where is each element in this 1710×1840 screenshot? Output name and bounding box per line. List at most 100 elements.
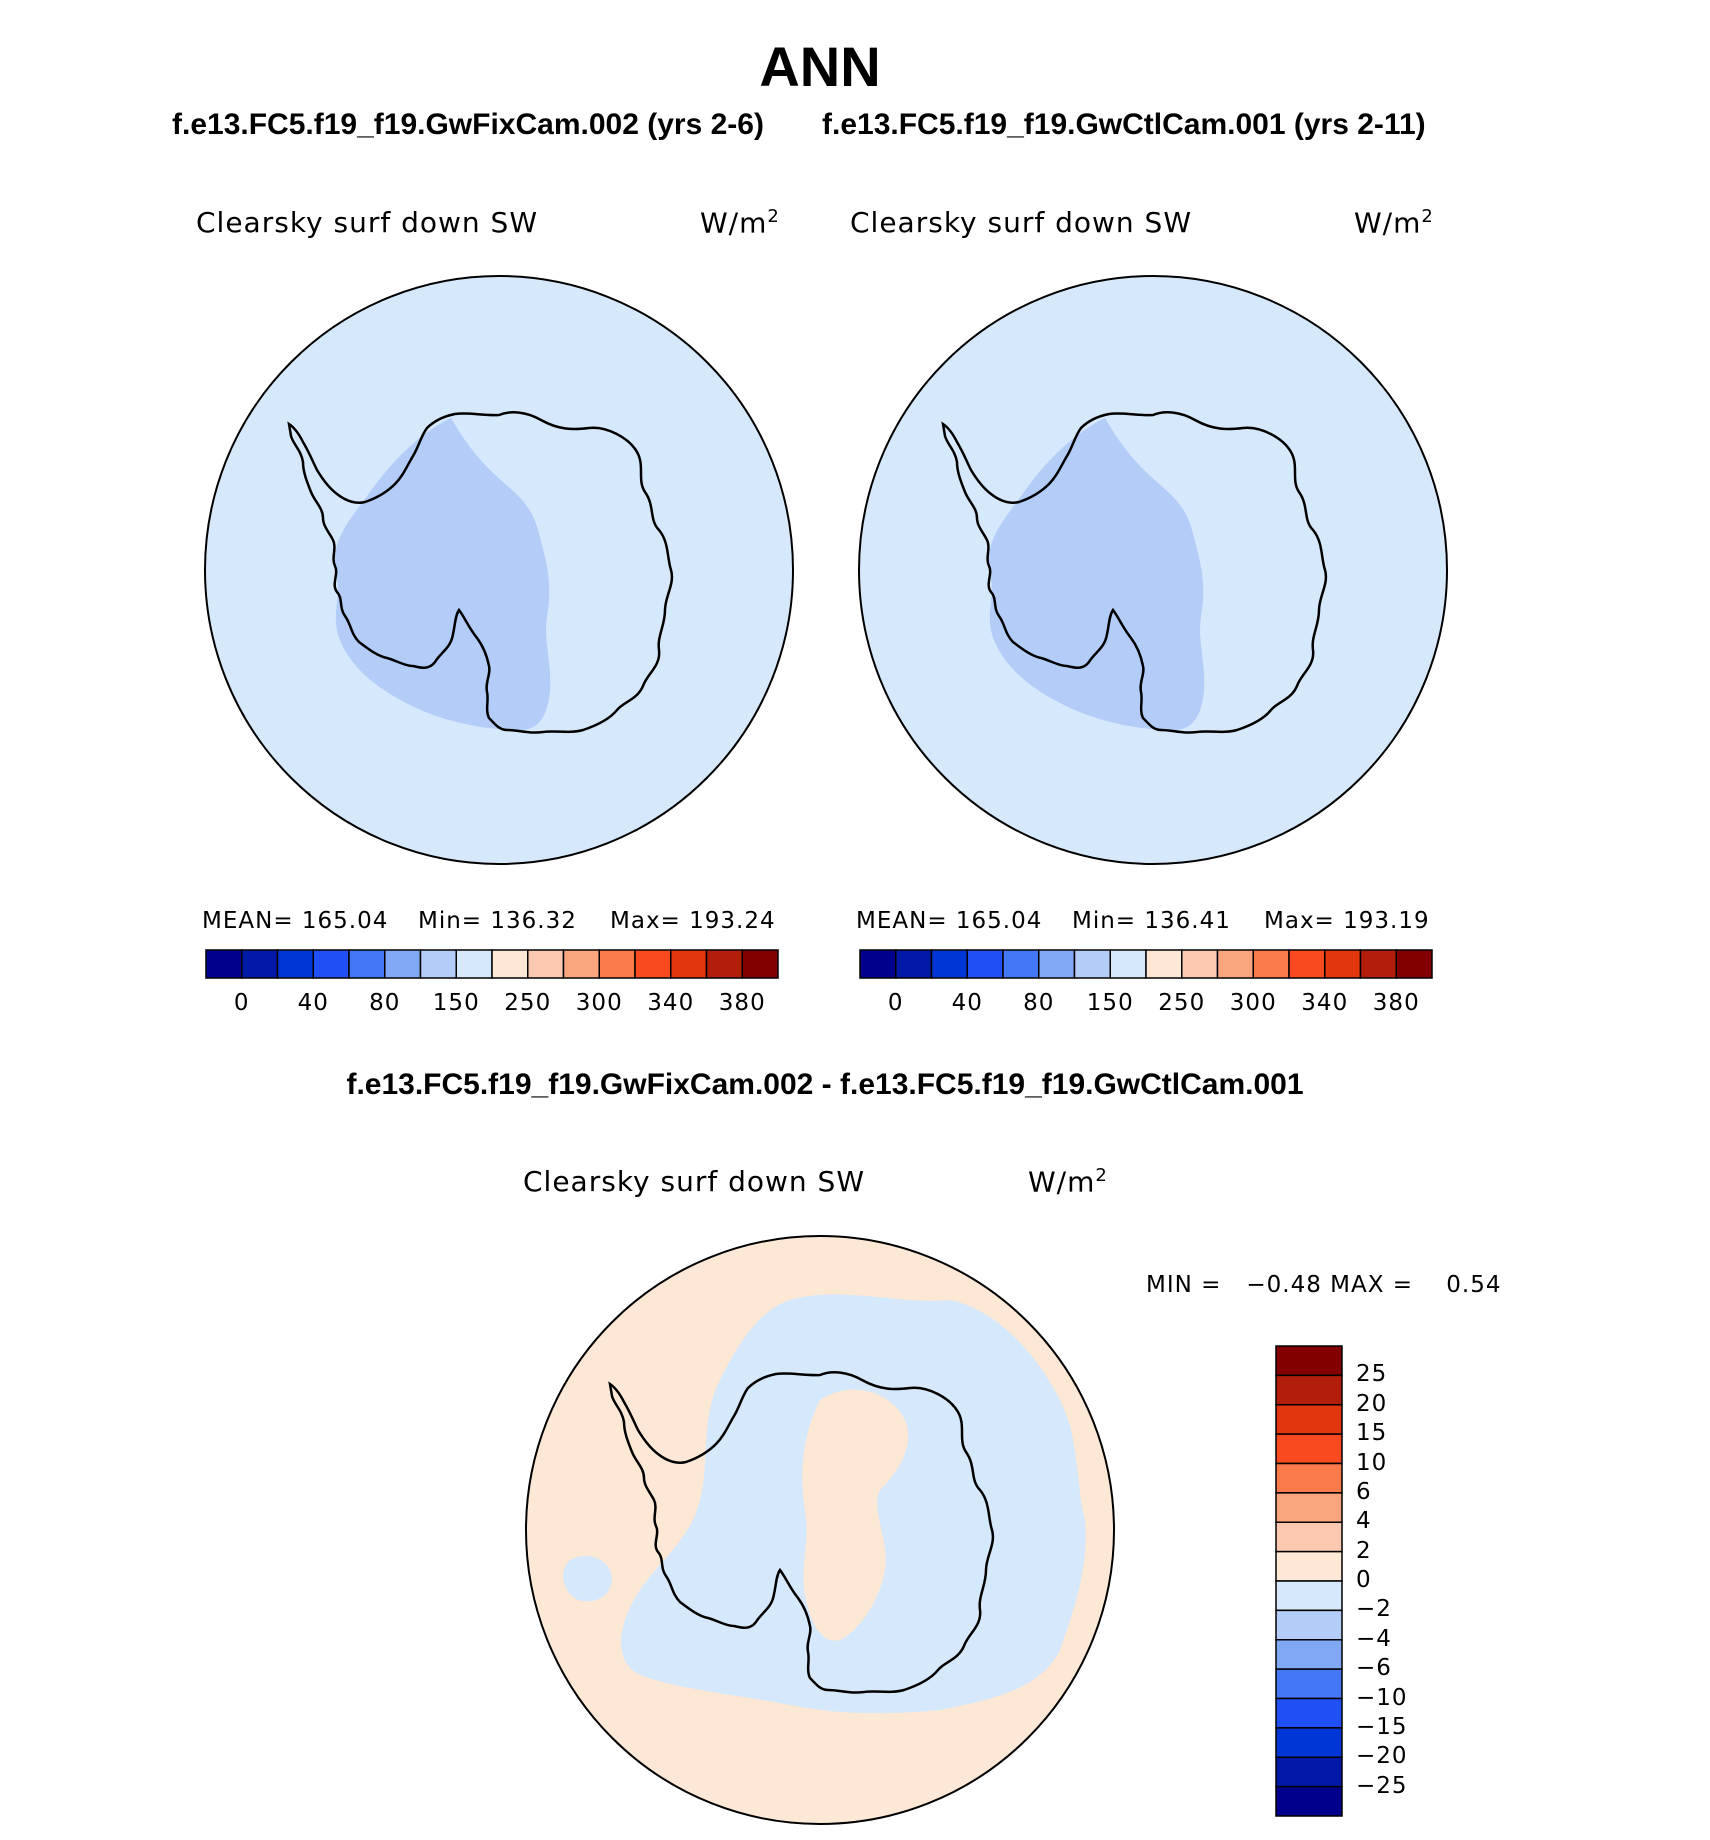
left-colorbar-cell	[419, 949, 457, 979]
right-colorbar-tick: 150	[1086, 990, 1134, 1016]
right-colorbar-tick: 300	[1229, 990, 1277, 1016]
right-colorbar-cell	[859, 949, 897, 979]
diff-title: f.e13.FC5.f19_f19.GwFixCam.002 - f.e13.F…	[346, 1068, 1304, 1101]
right-colorbar-tick: 250	[1158, 990, 1206, 1016]
diff-colorbar-cell	[1275, 1697, 1343, 1729]
left-units-base: W/m	[700, 206, 768, 240]
diff-colorbar-cell	[1275, 1609, 1343, 1641]
diff-colorbar-tick: 15	[1356, 1420, 1388, 1447]
left-colorbar-cell	[741, 949, 779, 979]
right-colorbar-cell	[1324, 949, 1362, 979]
left-colorbar-tick: 0	[233, 990, 250, 1016]
left-colorbar-tick: 80	[369, 990, 401, 1016]
diff-colorbar-cell	[1275, 1462, 1343, 1494]
diff-map-border	[525, 1235, 1115, 1825]
right-colorbar-cell	[1395, 949, 1433, 979]
right-colorbar-tick: 40	[951, 990, 983, 1016]
left-units-label: W/m2	[700, 206, 780, 239]
right-min: Min= 136.41	[1072, 908, 1231, 934]
diff-colorbar	[1275, 1345, 1343, 1817]
diff-map-west-patch	[563, 1556, 612, 1602]
left-colorbar-tick: 150	[432, 990, 480, 1016]
left-units-exp: 2	[767, 206, 780, 227]
right-units-exp: 2	[1421, 206, 1434, 227]
right-colorbar	[859, 949, 1433, 979]
diff-colorbar-cell	[1275, 1550, 1343, 1582]
left-colorbar-tick: 40	[297, 990, 329, 1016]
left-colorbar-tick: 250	[504, 990, 552, 1016]
right-mean: MEAN= 165.04	[856, 908, 1043, 934]
left-colorbar-cell	[348, 949, 386, 979]
diff-colorbar-tick: −15	[1356, 1713, 1408, 1740]
diff-colorbar-cell	[1275, 1374, 1343, 1406]
right-colorbar-cell	[1252, 949, 1290, 979]
right-colorbar-cell	[1002, 949, 1040, 979]
right-variable-label: Clearsky surf down SW	[850, 206, 1193, 239]
left-colorbar-cell	[276, 949, 314, 979]
diff-colorbar-cell	[1275, 1521, 1343, 1553]
diff-colorbar-cell	[1275, 1668, 1343, 1700]
right-colorbar-tick: 380	[1372, 990, 1420, 1016]
right-map-low-region	[988, 418, 1205, 730]
diff-colorbar-tick: 20	[1356, 1390, 1388, 1417]
left-map	[204, 275, 794, 865]
left-colorbar-cell	[562, 949, 600, 979]
right-colorbar-cell	[1216, 949, 1254, 979]
diff-colorbar-tick: −10	[1356, 1684, 1408, 1711]
diff-colorbar-cell	[1275, 1345, 1343, 1377]
left-colorbar-cell	[705, 949, 743, 979]
right-colorbar-tick: 340	[1301, 990, 1349, 1016]
diff-colorbar-tick: −6	[1356, 1655, 1392, 1682]
left-max: Max= 193.24	[610, 908, 776, 934]
left-colorbar-cell	[491, 949, 529, 979]
left-colorbar-cell	[384, 949, 422, 979]
right-colorbar-cell	[1359, 949, 1397, 979]
diff-colorbar-cell	[1275, 1639, 1343, 1670]
diff-colorbar-tick: −20	[1356, 1743, 1408, 1770]
left-map-border	[204, 275, 794, 865]
right-map	[858, 275, 1448, 865]
left-colorbar-tick: 340	[647, 990, 695, 1016]
left-colorbar-tick: 300	[575, 990, 623, 1016]
diff-colorbar-tick: −4	[1356, 1625, 1392, 1652]
diff-units-exp: 2	[1095, 1165, 1108, 1186]
left-colorbar-cell	[670, 949, 708, 979]
diff-colorbar-cell	[1275, 1580, 1343, 1612]
diff-colorbar-cell	[1275, 1727, 1343, 1758]
right-colorbar-cell	[966, 949, 1004, 979]
right-colorbar-cell	[895, 949, 933, 979]
diff-units-label: W/m2	[1028, 1165, 1108, 1198]
diff-colorbar-tick: 0	[1356, 1567, 1372, 1593]
right-case-title: f.e13.FC5.f19_f19.GwCtlCam.001 (yrs 2-11…	[822, 108, 1426, 141]
left-colorbar-cell	[634, 949, 672, 979]
diff-colorbar-tick: 4	[1356, 1508, 1372, 1535]
left-map-low-region	[334, 418, 551, 730]
diff-colorbar-cell	[1275, 1785, 1343, 1817]
left-colorbar-cell	[312, 949, 350, 979]
diff-colorbar-cell	[1275, 1492, 1343, 1523]
right-units-label: W/m2	[1354, 206, 1434, 239]
right-units-base: W/m	[1354, 206, 1422, 240]
main-title: ANN	[759, 35, 881, 98]
diff-colorbar-tick: 25	[1356, 1361, 1388, 1388]
diff-colorbar-cell	[1275, 1433, 1343, 1465]
right-colorbar-cell	[1288, 949, 1326, 979]
left-colorbar-cell	[598, 949, 636, 979]
right-colorbar-cell	[1145, 949, 1183, 979]
left-colorbar-cell	[527, 949, 565, 979]
right-colorbar-cell	[930, 949, 968, 979]
left-case-title: f.e13.FC5.f19_f19.GwFixCam.002 (yrs 2-6)	[172, 108, 764, 141]
left-colorbar-cell	[241, 949, 279, 979]
diff-variable-label: Clearsky surf down SW	[523, 1165, 866, 1198]
diff-map	[525, 1235, 1115, 1825]
diff-colorbar-tick: −2	[1356, 1596, 1392, 1623]
left-mean: MEAN= 165.04	[202, 908, 389, 934]
left-variable-label: Clearsky surf down SW	[196, 206, 539, 239]
diff-colorbar-cell	[1275, 1756, 1343, 1788]
diff-colorbar-tick: 2	[1356, 1537, 1372, 1564]
diff-colorbar-tick: 6	[1356, 1478, 1372, 1505]
diff-colorbar-cell	[1275, 1404, 1343, 1435]
left-colorbar-cell	[455, 949, 493, 979]
right-max: Max= 193.19	[1264, 908, 1430, 934]
